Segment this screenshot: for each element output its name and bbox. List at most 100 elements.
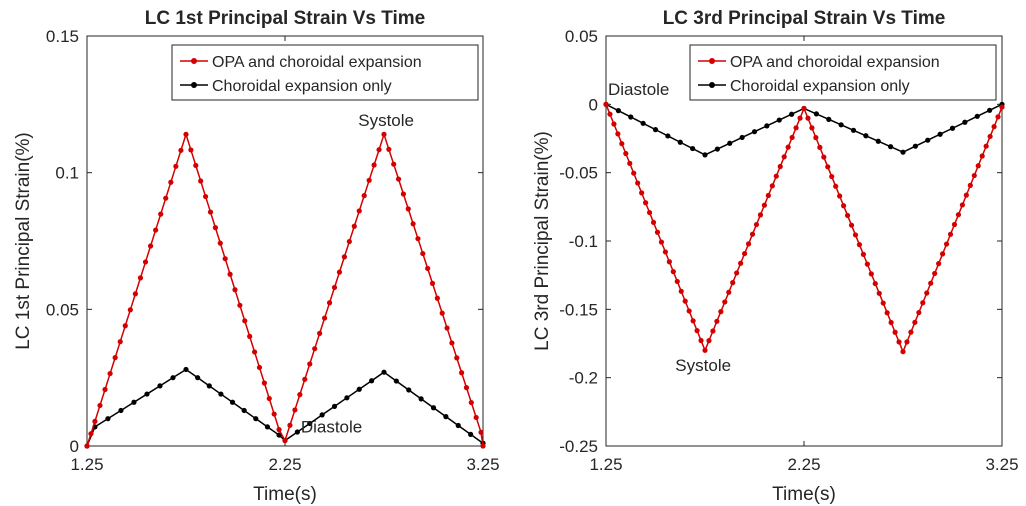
data-point xyxy=(761,202,768,208)
data-point xyxy=(726,289,732,295)
data-point xyxy=(607,111,613,117)
data-point xyxy=(852,232,859,238)
data-point xyxy=(206,383,212,389)
data-point xyxy=(646,209,653,216)
data-point xyxy=(951,221,958,228)
data-point xyxy=(872,280,878,287)
data-point xyxy=(317,330,323,336)
data-point xyxy=(665,133,671,139)
y-tick-label: -0.05 xyxy=(559,164,598,183)
y-tick-label: -0.15 xyxy=(559,300,598,319)
data-point xyxy=(193,162,199,169)
data-point xyxy=(264,424,271,430)
data-point xyxy=(888,319,894,326)
data-point xyxy=(943,241,950,247)
x-tick-label: 3.25 xyxy=(466,455,499,474)
x-tick-label: 2.25 xyxy=(268,455,301,474)
data-point xyxy=(242,318,248,324)
data-point xyxy=(662,249,669,255)
data-point xyxy=(848,222,855,228)
data-point xyxy=(336,269,343,275)
data-point xyxy=(253,416,259,422)
x-tick-label: 2.25 xyxy=(787,455,820,474)
data-point xyxy=(769,183,775,189)
data-point xyxy=(991,124,997,130)
data-point xyxy=(643,200,649,206)
data-point xyxy=(322,315,328,321)
series-2 xyxy=(84,366,486,449)
data-point xyxy=(627,160,633,166)
data-point xyxy=(949,125,956,131)
y-axis-label: LC 1st Principal Strain(%) xyxy=(13,132,34,350)
data-point xyxy=(850,127,857,133)
legend-entry: Choroidal expansion only xyxy=(730,78,910,95)
annotation-systole: Systole xyxy=(358,111,414,130)
data-point xyxy=(256,364,263,371)
data-point xyxy=(386,146,392,152)
data-point xyxy=(168,179,174,185)
data-point xyxy=(454,355,460,361)
data-point xyxy=(781,154,787,160)
data-point xyxy=(974,113,980,119)
legend-marker xyxy=(709,58,715,64)
data-point xyxy=(838,122,844,128)
data-point xyxy=(222,256,228,262)
data-point xyxy=(876,290,882,296)
data-point xyxy=(817,144,823,150)
data-point xyxy=(623,150,629,157)
data-point xyxy=(212,225,218,231)
data-point xyxy=(163,195,169,201)
data-point xyxy=(170,375,176,381)
data-point xyxy=(449,340,455,346)
data-point xyxy=(480,443,486,449)
data-point xyxy=(928,280,934,286)
data-point xyxy=(863,133,869,139)
data-point xyxy=(900,149,906,155)
data-point xyxy=(639,190,645,196)
data-point xyxy=(896,339,902,345)
data-point xyxy=(195,375,201,381)
data-point xyxy=(157,383,163,389)
data-point xyxy=(813,111,819,117)
chart-panel-1: LC 1st Principal Strain Vs Time Time(s) LC… xyxy=(13,8,500,505)
data-point xyxy=(658,239,665,245)
annotation-diastole: Diastole xyxy=(301,417,362,436)
data-point xyxy=(937,131,943,137)
data-point xyxy=(666,259,672,265)
data-point xyxy=(247,333,253,339)
data-point xyxy=(429,280,436,286)
data-point xyxy=(706,338,712,344)
x-axis-label: Time(s) xyxy=(772,484,836,505)
data-point xyxy=(147,243,154,249)
data-point xyxy=(925,137,931,143)
data-point xyxy=(173,163,179,169)
data-point xyxy=(801,105,807,112)
data-point xyxy=(749,231,756,237)
data-point xyxy=(356,208,362,214)
data-point xyxy=(459,370,465,376)
data-point xyxy=(912,319,918,325)
data-point xyxy=(142,259,149,265)
data-point xyxy=(202,193,209,200)
data-point xyxy=(326,300,333,306)
data-point xyxy=(631,170,637,176)
data-point xyxy=(888,144,894,150)
data-point xyxy=(959,202,966,208)
data-point xyxy=(999,104,1005,110)
data-point xyxy=(218,391,224,397)
data-point xyxy=(117,339,123,345)
x-tick-label: 1.25 xyxy=(589,455,622,474)
data-point xyxy=(468,399,474,406)
data-point xyxy=(678,288,684,294)
data-point xyxy=(391,161,397,167)
y-tick-label: -0.25 xyxy=(559,437,598,456)
data-point xyxy=(833,183,839,189)
data-point xyxy=(276,432,282,438)
data-point xyxy=(107,370,113,377)
data-point xyxy=(88,431,94,437)
data-point xyxy=(979,153,985,159)
series-line xyxy=(86,368,484,447)
data-point xyxy=(908,329,914,335)
data-point xyxy=(188,147,194,153)
data-point xyxy=(393,378,399,384)
